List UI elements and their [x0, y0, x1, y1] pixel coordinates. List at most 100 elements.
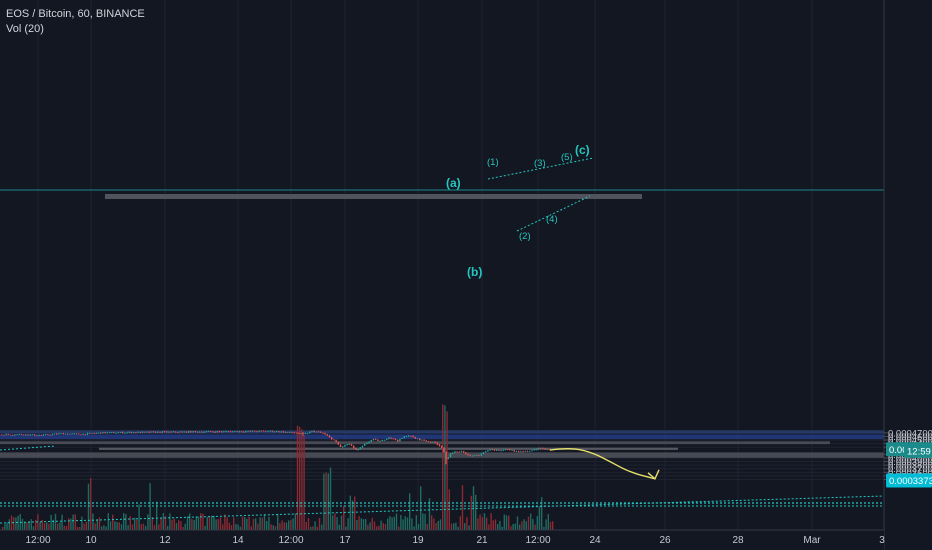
- candle-body: [75, 433, 78, 435]
- volume-bar: [292, 518, 294, 530]
- volume-bar: [411, 518, 413, 530]
- volume-bar: [197, 516, 200, 530]
- volume-bar: [266, 521, 268, 530]
- candle-body: [146, 431, 148, 433]
- volume-bar: [488, 524, 490, 530]
- candle-body: [359, 447, 361, 450]
- volume-bar: [530, 513, 532, 530]
- candle-body: [49, 434, 51, 436]
- candle-body: [427, 441, 430, 443]
- candle-body: [238, 431, 240, 433]
- volume-bar: [490, 513, 492, 530]
- volume-bar: [94, 523, 96, 530]
- candle-body: [432, 441, 434, 443]
- volume-bar: [237, 524, 239, 530]
- volume-bar: [351, 500, 354, 530]
- volume-bar: [228, 522, 230, 530]
- time-tick-label: 26: [659, 535, 671, 546]
- candle-body: [47, 434, 49, 436]
- volume-bar: [241, 516, 244, 530]
- candle-body: [69, 433, 71, 435]
- volume-bar: [466, 517, 468, 530]
- volume-bar: [347, 518, 349, 530]
- volume-bar: [140, 524, 142, 530]
- volume-bar: [519, 524, 521, 530]
- volume-bar: [4, 524, 6, 530]
- volume-bar: [444, 405, 446, 530]
- candle-body: [346, 444, 348, 446]
- volume-bar: [426, 524, 428, 530]
- candle-body: [533, 449, 535, 451]
- candle-body: [7, 434, 9, 435]
- candle-body: [3, 434, 5, 436]
- volume-bar: [103, 525, 105, 530]
- candle-body: [304, 433, 306, 435]
- candle-body: [350, 443, 353, 446]
- candle-body: [509, 449, 511, 451]
- volume-bar: [131, 524, 134, 530]
- volume-bar: [393, 516, 395, 530]
- volume-bar: [314, 521, 316, 530]
- volume-bar: [547, 514, 549, 530]
- time-tick-label: 12:00: [525, 535, 550, 546]
- candle-body: [179, 431, 181, 433]
- candle-body: [445, 452, 447, 459]
- volume-bar: [376, 526, 378, 530]
- candle-body: [40, 435, 42, 437]
- volume-bar: [149, 483, 151, 530]
- candle-body: [95, 433, 97, 434]
- volume-bar: [305, 522, 307, 530]
- volume-bar: [343, 506, 345, 530]
- candle-body: [460, 451, 463, 453]
- volume-bar: [303, 435, 305, 530]
- candle-body: [152, 431, 155, 433]
- candle-body: [267, 431, 269, 432]
- wave-label-5: (5): [561, 152, 573, 163]
- time-tick-label: 24: [589, 535, 601, 546]
- time-axis[interactable]: 12:00 10 12 14 12:00 17 19 21 12:00 24 26 28 Mar 3: [0, 529, 885, 550]
- candle-body: [73, 433, 75, 435]
- volume-bar: [182, 526, 184, 530]
- volume-bar: [233, 517, 235, 530]
- candle-body: [260, 430, 262, 432]
- candle-body: [300, 433, 302, 434]
- volume-bar: [195, 516, 197, 530]
- volume-bar: [501, 526, 503, 530]
- candle-body: [485, 451, 487, 453]
- candle-body: [45, 434, 47, 436]
- price-tick-label: 0.0003900: [888, 457, 932, 468]
- candle-body: [29, 434, 31, 436]
- volume-bar: [527, 516, 530, 530]
- volume-bar: [404, 516, 406, 530]
- candle-body: [111, 432, 113, 434]
- candle-body: [203, 431, 205, 433]
- candle-body: [148, 431, 150, 433]
- candle-body: [317, 431, 320, 433]
- volume-label: Vol (20): [6, 23, 44, 35]
- candle-body: [67, 433, 69, 435]
- volume-bar: [235, 524, 237, 530]
- candle-body: [361, 445, 364, 448]
- candle-body: [430, 441, 432, 443]
- candle-body: [368, 441, 370, 444]
- volume-bar: [316, 526, 318, 530]
- candle-body: [42, 434, 45, 436]
- volume-bar: [279, 523, 281, 530]
- candle-body: [64, 433, 67, 435]
- wave-channel-upper: [487, 157, 594, 180]
- candle-body: [456, 451, 458, 453]
- volume-bar: [382, 523, 384, 530]
- candle-body: [113, 432, 115, 434]
- candle-body: [504, 449, 507, 451]
- candle-body: [335, 440, 337, 443]
- candle-body: [229, 431, 232, 433]
- candle-body: [251, 430, 254, 432]
- candle-body: [364, 443, 366, 446]
- volume-bar: [294, 513, 296, 530]
- candle-body: [86, 433, 89, 435]
- price-axis[interactable]: 0.00047000.00046000.00045000.00044000.00…: [883, 0, 932, 550]
- volume-bar: [367, 524, 369, 530]
- time-tick-label: 12: [159, 535, 171, 546]
